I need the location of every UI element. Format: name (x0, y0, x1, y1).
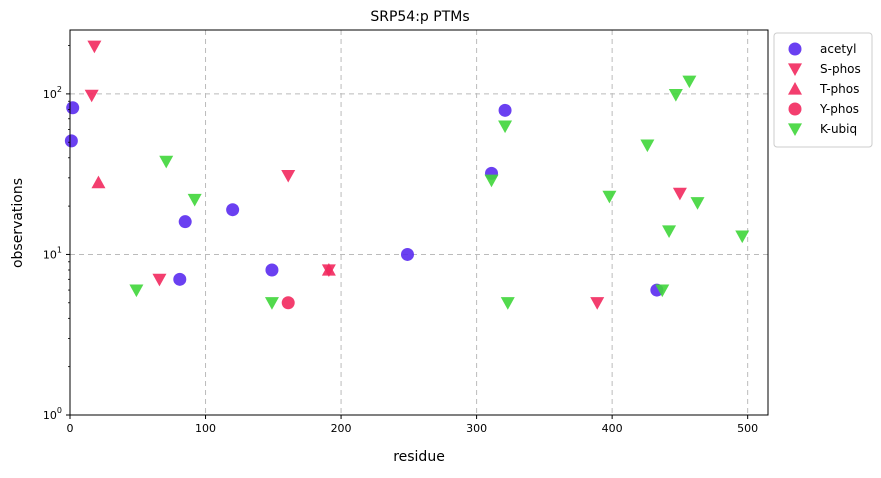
data-point (321, 263, 336, 276)
y-tick-label: 100 (43, 406, 62, 422)
grid (70, 30, 768, 415)
data-points (64, 40, 750, 310)
chart-title: SRP54:p PTMs (370, 9, 469, 25)
data-point (640, 139, 655, 153)
data-point (655, 284, 670, 298)
legend-marker (788, 123, 802, 136)
axis-ticks: 0 100 200 300 400 500 100 101 102 (43, 45, 758, 435)
data-point (173, 272, 187, 286)
y-tick-label: 102 (43, 85, 62, 101)
data-point (672, 187, 687, 201)
x-tick-label: 200 (331, 422, 352, 435)
x-axis-label: residue (393, 449, 445, 465)
x-tick-label: 400 (602, 422, 623, 435)
legend-label: Y-phos (819, 102, 859, 116)
x-tick-label: 500 (737, 422, 758, 435)
legend-item-S-phos: S-phos (788, 62, 861, 76)
legend-marker (788, 42, 802, 56)
data-point (668, 88, 683, 102)
series-S-phos (84, 40, 687, 310)
data-point (682, 75, 697, 89)
x-tick-label: 100 (195, 422, 216, 435)
legend-item-K-ubiq: K-ubiq (788, 122, 857, 136)
data-point (662, 225, 677, 238)
data-point (226, 203, 240, 217)
legend-marker (788, 63, 802, 76)
legend-item-T-phos: T-phos (788, 82, 859, 96)
legend-item-Y-phos: Y-phos (788, 102, 859, 116)
data-point (87, 40, 102, 54)
legend-marker (788, 82, 802, 95)
data-point (91, 175, 106, 189)
data-point (690, 197, 705, 210)
data-point (735, 230, 750, 244)
series-Y-phos (281, 296, 295, 310)
data-point (281, 169, 296, 183)
data-point (178, 215, 192, 229)
x-tick-label: 0 (67, 422, 74, 435)
legend-label: K-ubiq (820, 122, 857, 136)
data-point (159, 155, 174, 169)
data-point (400, 247, 414, 261)
data-point (264, 297, 279, 310)
legend-frame (773, 32, 873, 148)
data-point (265, 263, 279, 277)
data-point (602, 190, 617, 204)
data-point (590, 297, 605, 310)
y-axis-label: observations (10, 178, 26, 268)
series-T-phos (91, 175, 336, 276)
data-point (281, 296, 295, 310)
data-point (187, 193, 202, 207)
data-point (64, 134, 78, 148)
series-K-ubiq (129, 75, 750, 310)
legend: acetyl S-phos T-phos Y-phos K-ubiq (773, 32, 873, 148)
data-point (129, 284, 144, 298)
legend-label: S-phos (820, 62, 861, 76)
legend-label: T-phos (819, 82, 859, 96)
legend-label: acetyl (820, 42, 856, 56)
data-point (66, 101, 80, 115)
data-point (500, 297, 515, 310)
data-point (498, 120, 513, 134)
data-point (84, 89, 99, 103)
data-point (152, 273, 167, 287)
legend-marker (788, 102, 802, 116)
x-tick-label: 300 (466, 422, 487, 435)
y-tick-label: 101 (43, 245, 62, 261)
plot-frame (69, 29, 769, 416)
legend-item-acetyl: acetyl (788, 42, 856, 56)
data-point (484, 174, 499, 188)
data-point (498, 103, 512, 117)
